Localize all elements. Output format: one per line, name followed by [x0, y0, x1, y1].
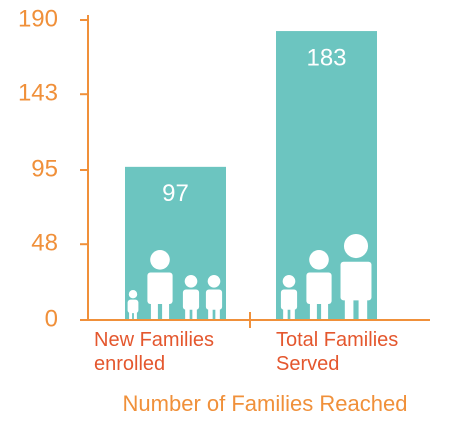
- person-icon: [280, 275, 298, 320]
- value-label: 183: [306, 44, 346, 71]
- person-icon: [147, 249, 173, 320]
- y-tick-label: 0: [45, 305, 58, 332]
- category-label: New Families enrolled: [94, 329, 215, 375]
- person-icon: [340, 234, 372, 320]
- y-tick-label: 48: [31, 230, 58, 257]
- person-icon: [127, 290, 139, 320]
- y-tick-label: 95: [31, 155, 58, 182]
- value-label: 97: [162, 180, 189, 207]
- person-icon: [205, 275, 223, 320]
- x-axis-title: Number of Families Reached: [123, 391, 408, 416]
- y-tick-label: 143: [18, 80, 58, 107]
- y-tick-label: 190: [18, 5, 58, 32]
- person-icon: [306, 249, 332, 320]
- person-icon: [182, 275, 200, 320]
- category-label: Total Families Served: [276, 329, 399, 375]
